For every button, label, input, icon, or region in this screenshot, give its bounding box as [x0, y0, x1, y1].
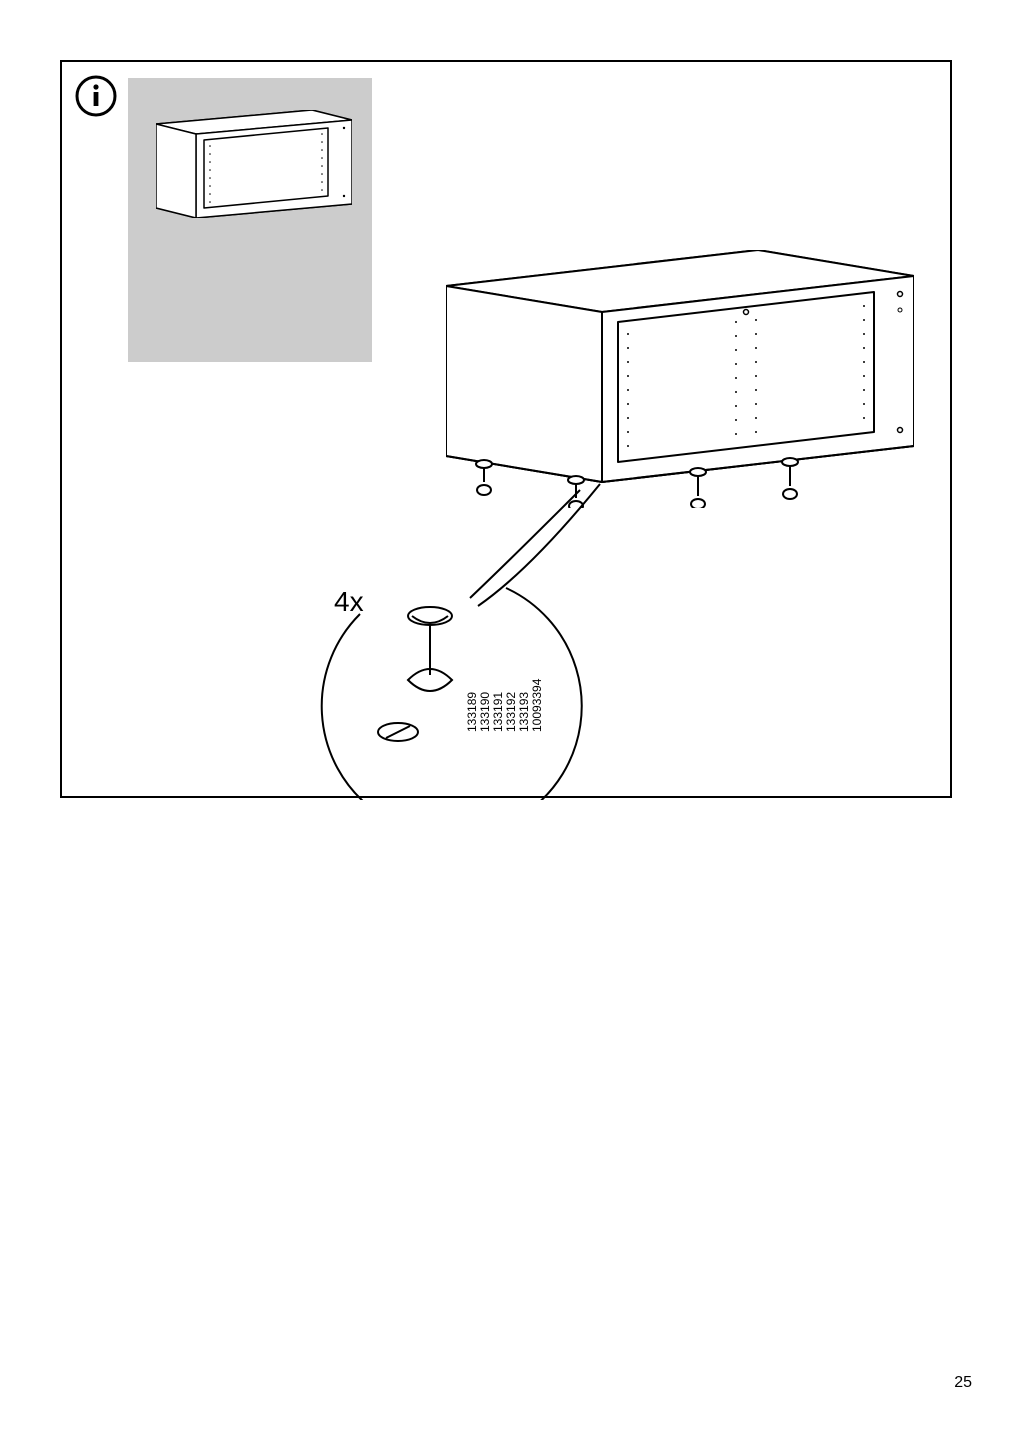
info-icon	[74, 74, 118, 118]
instruction-page: 4x 133189 133190 133191 133192 133193 10…	[0, 0, 1012, 1432]
page-number: 25	[954, 1374, 972, 1392]
small-cabinet-illustration	[156, 110, 352, 218]
large-cabinet-illustration	[446, 250, 914, 508]
callout-detail	[300, 480, 660, 800]
part-code-5: 10093394	[531, 679, 544, 732]
quantity-label: 4x	[334, 586, 364, 618]
